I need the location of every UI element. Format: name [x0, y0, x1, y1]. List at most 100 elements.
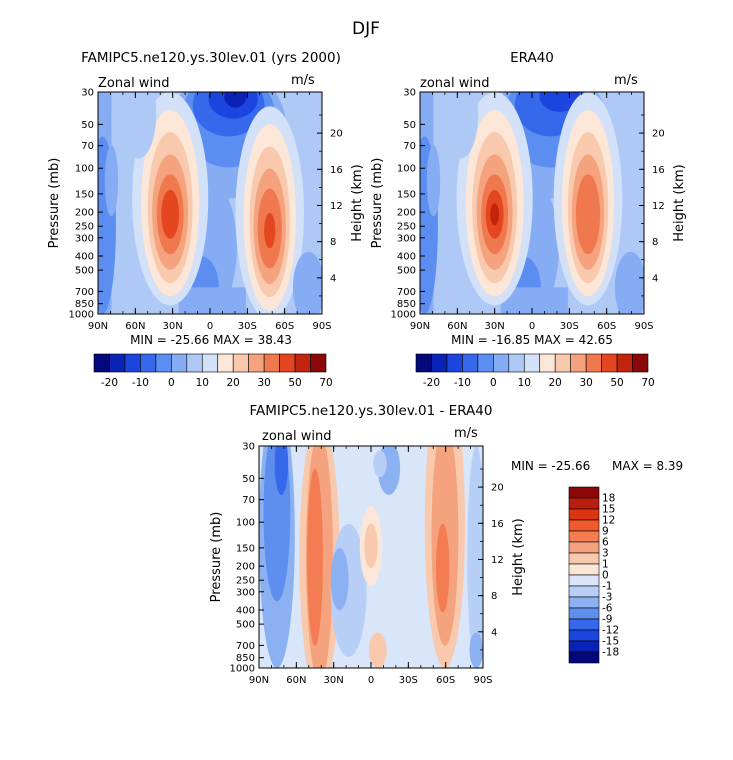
colorbar-label: 30	[579, 377, 592, 389]
colorbar-swatch	[431, 353, 448, 373]
contour-band	[435, 523, 450, 613]
colorbar: -20 -10 0 10 20 30 50 70	[93, 353, 333, 389]
colorbar-label: 50	[610, 377, 623, 389]
colorbar-swatch	[124, 353, 141, 373]
colorbar-swatch	[232, 353, 249, 373]
colorbar-swatch	[217, 353, 234, 373]
colorbar-label: -6	[602, 603, 613, 615]
colorbar-swatch	[462, 353, 479, 373]
contour-band	[442, 92, 479, 159]
colorbar-label: 50	[288, 377, 301, 389]
stats-label: MIN = -25.66 MAX = 38.43	[130, 333, 292, 347]
colorbar-swatch	[568, 497, 600, 510]
x-tick-label: 60S	[436, 675, 455, 686]
colorbar-swatch	[539, 353, 556, 373]
x-tick-label: 90S	[473, 675, 492, 686]
colorbar-swatch	[523, 353, 541, 373]
y-tick-label: 1000	[230, 664, 255, 675]
colorbar-swatch	[568, 530, 600, 543]
panel-title: FAMIPC5.ne120.ys.30lev.01 - ERA40	[250, 403, 493, 419]
y-tick-label: 70	[242, 495, 255, 506]
colorbar-label: -1	[602, 581, 612, 593]
stats-min-label: MIN = -25.66	[511, 459, 590, 473]
colorbar-swatch	[446, 353, 463, 373]
y-tick-label: 500	[236, 620, 255, 631]
x-tick-label: 60S	[597, 321, 616, 332]
colorbar-swatch	[568, 629, 600, 642]
x-tick-label: 90S	[634, 321, 653, 332]
y-tick-label: 100	[75, 164, 94, 175]
y-tick-label: 300	[75, 233, 94, 244]
colorbar-swatch	[508, 353, 525, 373]
contour-band	[467, 446, 483, 668]
units-label: m/s	[614, 73, 638, 88]
height-tick-label: 12	[491, 555, 504, 566]
colorbar-swatch	[186, 353, 203, 373]
y-tick-label: 50	[81, 120, 94, 131]
height-tick-label: 20	[491, 483, 504, 494]
y-axis-label: Pressure (mb)	[209, 512, 224, 603]
contour-band	[368, 632, 387, 668]
colorbar-swatch	[616, 353, 633, 373]
units-label: m/s	[291, 73, 315, 88]
colorbar-swatch	[570, 353, 587, 373]
contour-band	[104, 145, 119, 217]
x-tick-label: 30S	[560, 321, 579, 332]
colorbar-swatch	[568, 574, 600, 587]
variable-label: Zonal wind	[98, 76, 170, 91]
x-tick-label: 0	[368, 675, 374, 686]
colorbar-label: 20	[227, 377, 240, 389]
height-tick-label: 8	[652, 237, 658, 248]
colorbar-swatch	[477, 353, 494, 373]
colorbar-swatch	[568, 651, 600, 664]
colorbar-label: -9	[602, 614, 612, 626]
contour-band	[274, 446, 289, 495]
y-tick-label: 700	[236, 641, 255, 652]
units-label: m/s	[454, 426, 478, 441]
colorbar-label: 1	[602, 559, 609, 571]
colorbar-swatch	[568, 585, 600, 598]
y-tick-label: 400	[397, 251, 416, 262]
x-tick-label: 30S	[399, 675, 418, 686]
y-tick-label: 1000	[391, 310, 416, 321]
y-tick-label: 700	[397, 287, 416, 298]
contour-band	[426, 145, 441, 217]
contour-band	[120, 92, 157, 159]
panel-model: FAMIPC5.ne120.ys.30lev.01 (yrs 2000) Zon…	[47, 50, 365, 389]
y-tick-label: 150	[75, 189, 94, 200]
colorbar-label: 20	[549, 377, 562, 389]
colorbar-swatch	[109, 353, 126, 373]
colorbar-swatch	[568, 486, 600, 499]
x-tick-label: 30N	[163, 321, 183, 332]
colorbar-label: -10	[454, 377, 471, 389]
colorbar-swatch	[568, 596, 600, 609]
x-tick-label: 90S	[312, 321, 331, 332]
variable-label: zonal wind	[420, 76, 489, 91]
colorbar-swatch	[248, 353, 265, 373]
colorbar-label: 0	[602, 570, 609, 582]
colorbar-swatch	[585, 353, 602, 373]
x-tick-label: 0	[207, 321, 213, 332]
contour-band	[490, 203, 500, 226]
panel-title: FAMIPC5.ne120.ys.30lev.01 (yrs 2000)	[81, 50, 341, 66]
colorbar-label: -18	[602, 647, 619, 659]
y-tick-label: 30	[242, 442, 255, 453]
stats-label: MIN = -16.85 MAX = 42.65	[451, 333, 613, 347]
colorbar-label: 15	[602, 504, 615, 516]
y-tick-label: 400	[75, 251, 94, 262]
y-tick-label: 250	[397, 222, 416, 233]
colorbar-swatch	[279, 353, 296, 373]
contour-band	[292, 251, 322, 314]
height-tick-label: 20	[330, 129, 343, 140]
colorbar-label: -12	[602, 625, 619, 637]
colorbar-label: 0	[168, 377, 175, 389]
height-tick-label: 16	[491, 519, 504, 530]
y-tick-label: 250	[75, 222, 94, 233]
y-tick-label: 200	[236, 562, 255, 573]
colorbar-swatch	[568, 618, 600, 631]
colorbar-label: 6	[602, 537, 609, 549]
colorbar-swatch	[140, 353, 157, 373]
height-tick-label: 12	[652, 201, 665, 212]
y-tick-label: 1000	[69, 310, 94, 321]
